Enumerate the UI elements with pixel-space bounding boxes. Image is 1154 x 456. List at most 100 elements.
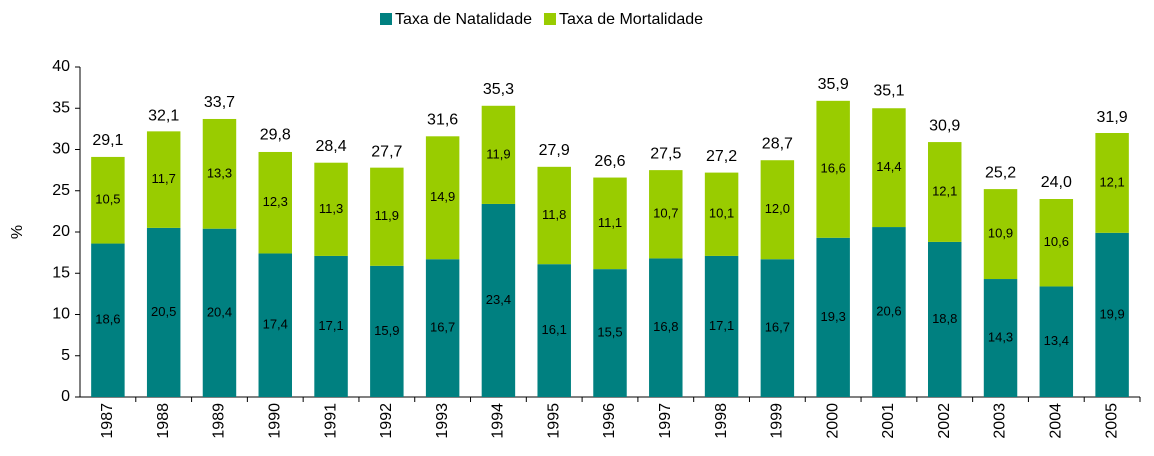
value-label: 13,3 <box>207 165 232 180</box>
y-tick-label: 40 <box>52 58 70 75</box>
value-label: 12,1 <box>1099 174 1124 189</box>
value-label: 20,6 <box>876 303 901 318</box>
value-label: 18,8 <box>932 311 957 326</box>
bar-segment <box>649 258 683 397</box>
x-tick-label: 2003 <box>992 403 1009 439</box>
value-label: 16,6 <box>821 161 846 176</box>
total-label: 30,9 <box>929 117 960 134</box>
total-label: 32,1 <box>148 107 179 124</box>
bar-segment <box>258 151 292 254</box>
bar-segment <box>91 243 125 397</box>
value-label: 10,9 <box>988 226 1013 241</box>
value-label: 19,3 <box>821 309 846 324</box>
bar-segment <box>314 255 348 397</box>
x-tick-label: 2004 <box>1048 403 1065 439</box>
x-tick-label: 1988 <box>155 403 172 439</box>
legend-swatch <box>543 13 556 25</box>
value-label: 11,7 <box>152 171 176 186</box>
value-label: 14,4 <box>876 159 901 174</box>
total-label: 31,9 <box>1097 109 1128 126</box>
x-tick-label: 1994 <box>490 403 507 439</box>
bar-segment <box>816 100 850 238</box>
bar-segment <box>649 170 683 259</box>
value-label: 14,9 <box>430 189 455 204</box>
value-label: 17,1 <box>318 318 343 333</box>
total-label: 29,8 <box>260 126 291 143</box>
value-label: 16,8 <box>653 319 678 334</box>
value-label: 11,3 <box>319 201 343 216</box>
total-label: 27,2 <box>706 148 737 165</box>
value-label: 11,9 <box>375 208 399 223</box>
value-label: 19,9 <box>1099 306 1124 321</box>
bar-segment <box>760 160 795 260</box>
value-label: 11,1 <box>598 215 622 230</box>
y-tick-label: 0 <box>61 388 70 405</box>
x-tick-label: 1996 <box>601 403 618 439</box>
value-label: 10,7 <box>653 206 678 221</box>
bar-segment <box>481 203 516 397</box>
total-label: 24,0 <box>1041 174 1072 191</box>
value-label: 14,3 <box>988 329 1013 344</box>
total-label: 25,2 <box>985 164 1016 181</box>
bar-segment <box>928 241 962 397</box>
bar-segment <box>202 118 237 229</box>
y-axis-label: % <box>9 225 26 239</box>
value-label: 16,7 <box>765 320 790 335</box>
bar-segment <box>146 227 181 397</box>
bar-segment <box>983 189 1018 280</box>
bar-segment <box>983 279 1018 397</box>
value-label: 13,4 <box>1044 333 1069 348</box>
value-label: 16,1 <box>542 322 567 337</box>
bar-segment <box>91 156 125 244</box>
value-label: 18,6 <box>95 312 120 327</box>
total-label: 35,9 <box>818 76 849 93</box>
x-tick-label: 1989 <box>211 403 228 439</box>
total-label: 29,1 <box>92 132 123 149</box>
legend-label: Taxa de Mortalidade <box>559 11 703 28</box>
value-label: 20,4 <box>207 304 232 319</box>
total-label: 33,7 <box>204 94 235 111</box>
total-label: 31,6 <box>427 112 458 129</box>
value-label: 11,8 <box>542 207 566 222</box>
bar-segment <box>816 237 850 397</box>
x-tick-label: 1987 <box>99 403 116 439</box>
legend-label: Taxa de Natalidade <box>395 11 532 28</box>
value-label: 10,6 <box>1044 234 1069 249</box>
bar-segment <box>537 264 571 397</box>
total-label: 27,7 <box>371 144 402 161</box>
x-tick-label: 2002 <box>936 403 953 439</box>
y-tick-label: 35 <box>52 99 70 116</box>
x-tick-label: 1993 <box>434 403 451 439</box>
bar-segment <box>1095 232 1129 397</box>
bar-segment <box>1039 286 1074 397</box>
bar-segment <box>146 131 181 228</box>
value-label: 15,5 <box>597 325 622 340</box>
value-label: 20,5 <box>151 304 176 319</box>
total-label: 28,7 <box>762 135 793 152</box>
x-tick-label: 1998 <box>713 403 730 439</box>
value-label: 12,3 <box>263 194 288 209</box>
bar-segment <box>314 162 348 256</box>
bar-segment <box>258 253 292 397</box>
bar-segment <box>872 108 906 228</box>
bar-segment <box>593 177 627 270</box>
bar-segment <box>704 255 739 397</box>
y-tick-label: 30 <box>52 141 70 158</box>
y-tick-label: 20 <box>52 223 70 240</box>
bar-segment <box>593 269 627 397</box>
x-tick-label: 1999 <box>769 403 786 439</box>
value-label: 17,4 <box>263 317 288 332</box>
y-tick-label: 25 <box>52 182 70 199</box>
bar-segment <box>202 228 237 397</box>
value-label: 16,7 <box>430 320 455 335</box>
legend-swatch <box>380 13 392 25</box>
value-label: 15,9 <box>374 323 399 338</box>
value-label: 10,1 <box>709 206 734 221</box>
total-label: 26,6 <box>594 153 625 170</box>
total-label: 35,1 <box>873 83 904 100</box>
x-tick-label: 1991 <box>322 403 339 439</box>
x-tick-label: 2000 <box>824 403 841 439</box>
bar-segment <box>370 167 404 266</box>
x-tick-label: 2001 <box>880 403 897 439</box>
